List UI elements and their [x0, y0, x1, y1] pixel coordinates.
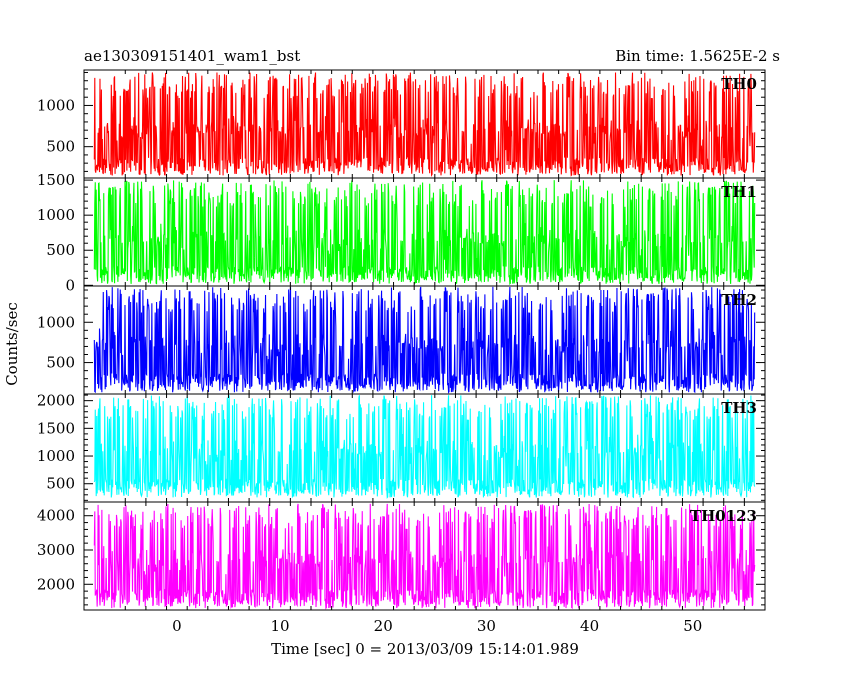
- y-tick-label: 0: [65, 276, 75, 294]
- panel-label-th2: TH2: [721, 291, 757, 309]
- series-line-th2: [93, 286, 756, 394]
- panel-th0: 500 1000 TH0: [37, 69, 766, 179]
- y-tick-label: 4000: [37, 507, 75, 525]
- panel-label-th1: TH1: [721, 183, 757, 201]
- x-axis-label: Time [sec] 0 = 2013/03/09 15:14:01.989: [271, 640, 579, 658]
- y-tick-label: 2000: [37, 575, 75, 593]
- x-tick-label: 30: [477, 617, 496, 635]
- panel-label-th0123: TH0123: [690, 507, 757, 525]
- y-tick-label: 500: [46, 475, 75, 493]
- y-tick-label: 1500: [37, 419, 75, 437]
- y-tick-label: 500: [46, 354, 75, 372]
- panels-group: 5001000TH0050010001500TH15001000TH250010…: [37, 69, 766, 635]
- y-tick-label: 500: [46, 241, 75, 259]
- panel-th1: 0 500 1000 1500 TH1: [37, 171, 766, 294]
- y-tick-label: 1000: [37, 96, 75, 114]
- chart-title-left: ae130309151401_wam1_bst: [84, 47, 300, 65]
- y-tick-label: 1000: [37, 206, 75, 224]
- panel-label-th3: TH3: [721, 399, 757, 417]
- y-tick-label: 1000: [37, 447, 75, 465]
- x-tick-label: 10: [270, 617, 289, 635]
- x-tick-label: 0: [172, 617, 182, 635]
- y-tick-label: 1500: [37, 171, 75, 189]
- panel-th0123: 2000 3000 4000 TH0123: [37, 501, 766, 611]
- panel-frame: [83, 501, 766, 611]
- y-tick-label: 1000: [37, 313, 75, 331]
- series-line-th0: [93, 72, 756, 178]
- series-line-th3: [93, 395, 756, 499]
- panel-th3: 500 1000 1500 2000 TH3: [37, 392, 766, 503]
- series-line-th1: [93, 180, 756, 286]
- y-tick-label: 500: [46, 138, 75, 156]
- x-tick-label: 40: [580, 617, 599, 635]
- panel-label-th0: TH0: [721, 75, 757, 93]
- y-tick-label: 3000: [37, 541, 75, 559]
- y-tick-label: 2000: [37, 392, 75, 410]
- y-axis-label: Counts/sec: [3, 302, 21, 386]
- chart-title-right: Bin time: 1.5625E-2 s: [615, 47, 780, 65]
- series-line-th0123: [93, 503, 756, 610]
- x-tick-label: 50: [683, 617, 702, 635]
- panel-th2: 500 1000 TH2: [37, 285, 766, 395]
- x-tick-label: 20: [374, 617, 393, 635]
